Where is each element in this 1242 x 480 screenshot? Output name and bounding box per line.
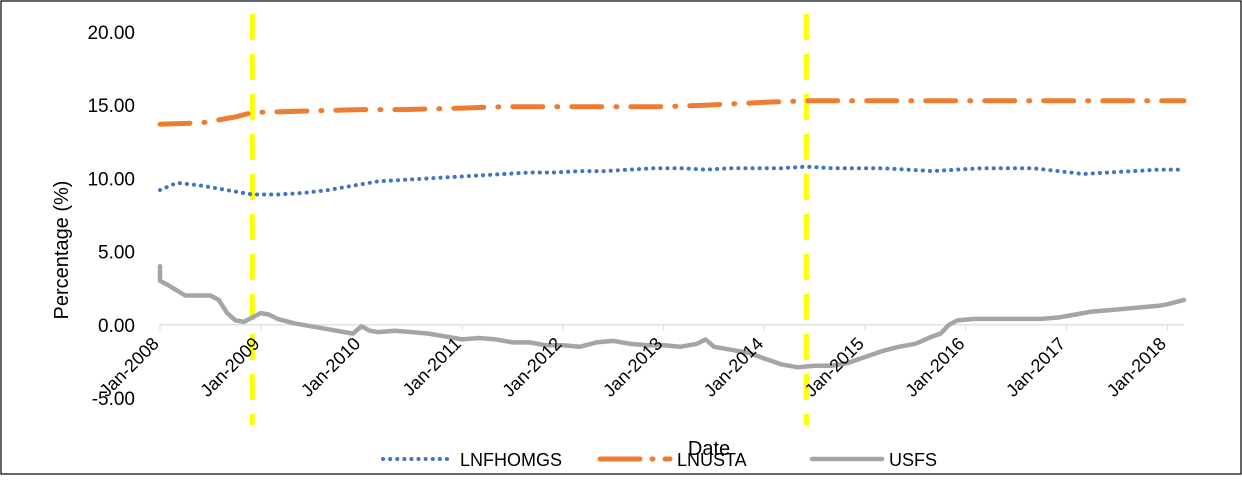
y-tick-label: 5.00 <box>98 243 135 264</box>
y-tick-label: 10.00 <box>87 169 135 190</box>
legend-label-usfs: USFS <box>889 450 937 470</box>
series-line-usfs <box>157 263 1187 370</box>
y-tick-label: 15.00 <box>87 96 135 117</box>
y-tick-label: 20.00 <box>87 23 135 44</box>
y-tick-label: 0.00 <box>98 316 135 337</box>
legend-label-lnfhomgs: LNFHOMGS <box>460 450 562 470</box>
legend-label-lnusta: LNUSTA <box>677 450 747 470</box>
x-axis-title: Date <box>688 438 730 460</box>
series-line-lnusta <box>157 98 1187 127</box>
y-axis-title: Percentage (%) <box>51 181 73 320</box>
series-line-lnfhomgs <box>158 164 1186 197</box>
legend: LNFHOMGS LNUSTA USFS <box>381 450 937 470</box>
y-tick-label: -5.00 <box>92 389 135 410</box>
